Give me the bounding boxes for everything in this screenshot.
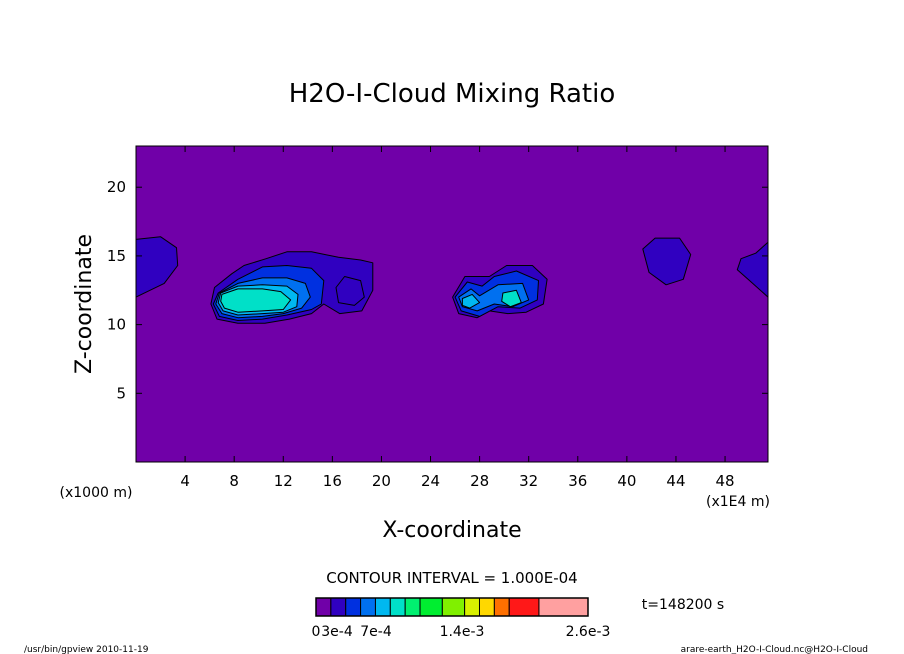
y-axis-label: Z-coordinate (72, 234, 97, 374)
footer-right: arare-earth_H2O-I-Cloud.nc@H2O-I-Cloud (681, 645, 868, 654)
colorbar-swatch (419, 597, 443, 617)
plot-frame (135, 145, 769, 463)
x-tick-label: 44 (666, 472, 685, 490)
colorbar-labels: 0 3e-4 7e-4 1.4e-3 2.6e-3 (312, 624, 611, 640)
colorbar-label: 7e-4 (360, 624, 392, 640)
colorbar-swatch (464, 597, 480, 617)
colorbar-label: 3e-4 (321, 624, 353, 640)
x-tick-label: 4 (180, 472, 190, 490)
x-tick-label: 28 (470, 472, 489, 490)
colorbar-swatch (441, 597, 466, 617)
main-cloud-level-5 (220, 288, 292, 313)
colorbar-label: 2.6e-3 (566, 624, 611, 640)
y-tick-label: 20 (107, 178, 126, 196)
x-tick-label: 48 (716, 472, 735, 490)
x-axis-label: X-coordinate (382, 518, 521, 543)
footer-left: /usr/bin/gpview 2010-11-19 (24, 645, 149, 654)
right-cloud-level-4 (461, 293, 481, 309)
x-tick-label: 20 (372, 472, 391, 490)
colorbar-swatch (360, 597, 376, 617)
colorbar-swatch (330, 597, 347, 617)
colorbar-label: 0 (312, 624, 321, 640)
colorbar-swatch (508, 597, 540, 617)
x-tick-label: 24 (421, 472, 440, 490)
right-cloud-level-5 (501, 289, 522, 308)
colorbar-swatch (538, 597, 589, 617)
time-label: t=148200 s (642, 597, 724, 613)
x-tick-label: 36 (568, 472, 587, 490)
contour-interval-text: CONTOUR INTERVAL = 1.000E-04 (326, 569, 577, 587)
colorbar-frame (315, 597, 589, 617)
y-tick-label: 15 (107, 247, 126, 265)
colorbar-label: 1.4e-3 (440, 624, 485, 640)
x-tick-label: 12 (274, 472, 293, 490)
x-tick-label: 16 (323, 472, 342, 490)
y-tick-label: 10 (107, 316, 126, 334)
colorbar-swatch (478, 597, 495, 617)
cloud-44-level-1 (642, 237, 692, 286)
colorbar (315, 597, 589, 617)
x-tick-label: 32 (519, 472, 538, 490)
colorbar-swatch (345, 597, 362, 617)
main-cloud-side-blob-level-1 (335, 276, 365, 306)
contour-fields (135, 236, 769, 324)
colorbar-swatch (374, 597, 391, 617)
x-unit-right: (x1E4 m) (706, 494, 770, 510)
y-tick-label: 5 (116, 384, 126, 402)
colorbar-swatch (389, 597, 406, 617)
colorbar-swatch (404, 597, 421, 617)
chart-title: H2O-I-Cloud Mixing Ratio (289, 79, 616, 109)
x-unit-left: (x1000 m) (60, 485, 133, 501)
x-tick-label: 40 (617, 472, 636, 490)
colorbar-swatch (315, 597, 332, 617)
x-tick-label: 8 (229, 472, 239, 490)
colorbar-swatch (493, 597, 510, 617)
